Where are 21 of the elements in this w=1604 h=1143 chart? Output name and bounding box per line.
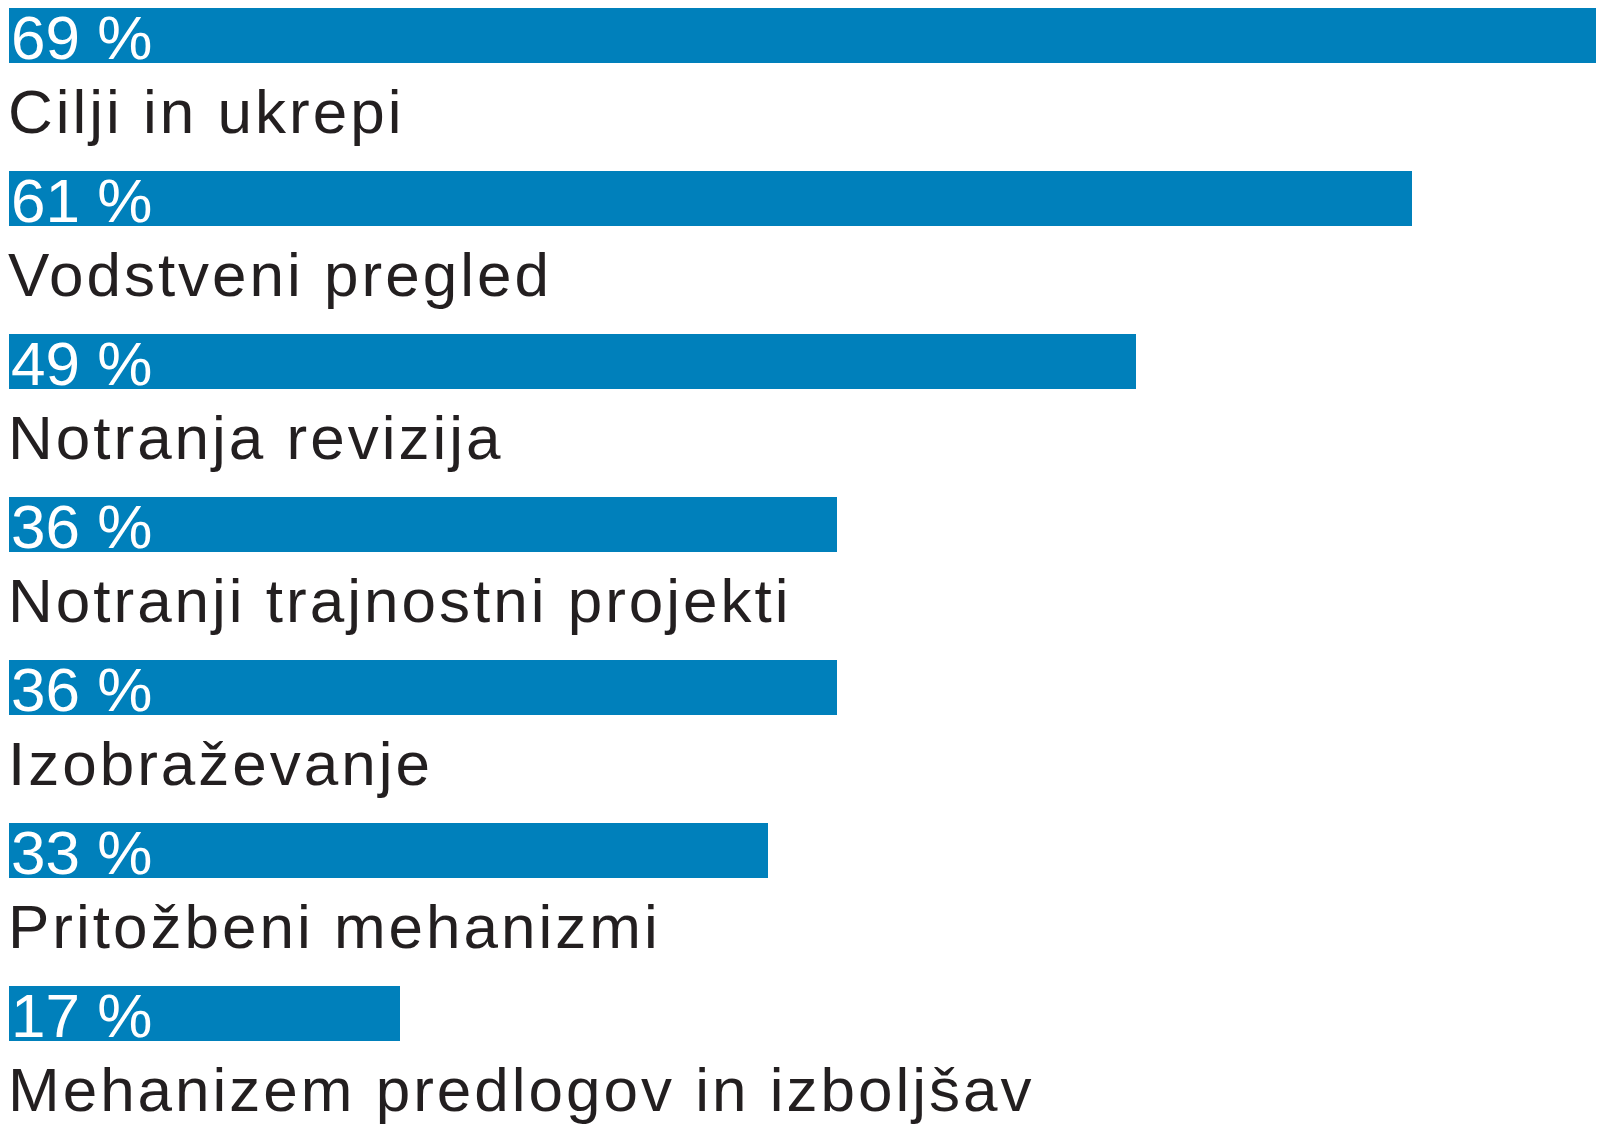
bar bbox=[9, 334, 1136, 389]
bar bbox=[9, 660, 837, 715]
y-tick-label: Mehanizem predlogov in izboljšav bbox=[8, 1055, 1035, 1124]
y-tick-label: Notranji trajnostni projekti bbox=[8, 566, 792, 635]
y-tick-label: Notranja revizija bbox=[8, 403, 504, 472]
bar bbox=[9, 986, 400, 1041]
data-label: 33 % bbox=[11, 818, 153, 887]
bar bbox=[9, 497, 837, 552]
data-label: 61 % bbox=[11, 166, 153, 235]
data-label: 17 % bbox=[11, 981, 153, 1050]
data-label: 36 % bbox=[11, 655, 153, 724]
data-label: 49 % bbox=[11, 329, 153, 398]
data-label: 69 % bbox=[11, 3, 153, 72]
bar bbox=[9, 8, 1596, 63]
y-tick-label: Pritožbeni mehanizmi bbox=[8, 892, 661, 961]
y-tick-label: Izobraževanje bbox=[8, 729, 434, 798]
bar bbox=[9, 171, 1412, 226]
data-label: 36 % bbox=[11, 492, 153, 561]
bar bbox=[9, 823, 768, 878]
y-tick-label: Cilji in ukrepi bbox=[8, 77, 405, 146]
y-tick-label: Vodstveni pregled bbox=[8, 240, 552, 309]
